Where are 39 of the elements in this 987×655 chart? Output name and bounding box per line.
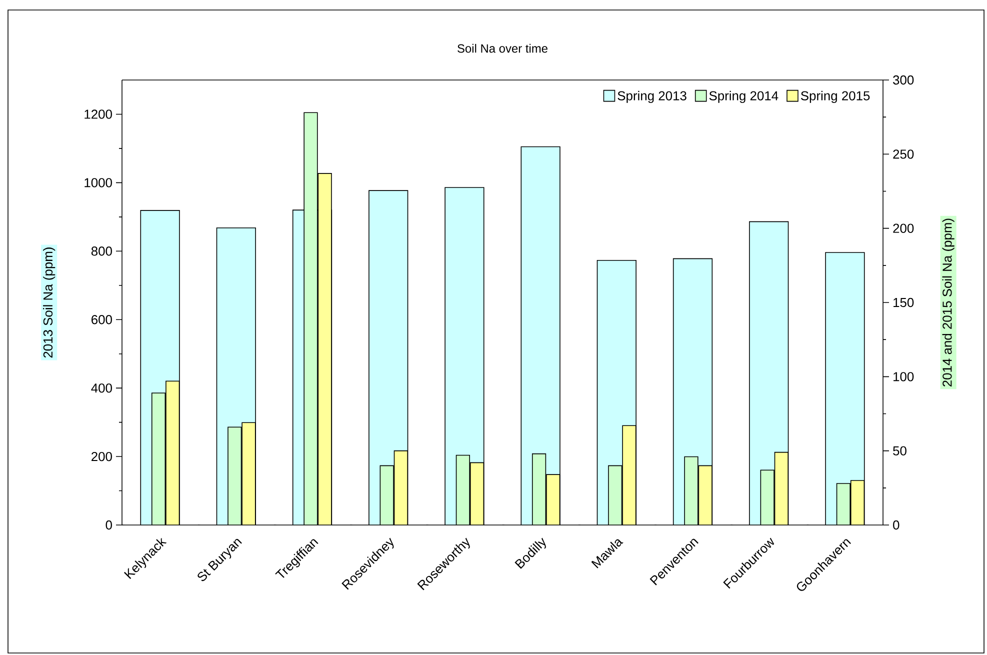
bar: [836, 483, 850, 525]
bar: [608, 466, 622, 525]
y-tick-label: 1200: [84, 110, 112, 119]
bar: [166, 381, 180, 525]
y2-tick-label: 300: [893, 75, 914, 85]
legend-label: Spring 2015: [800, 90, 870, 103]
bar: [228, 427, 242, 525]
bar: [532, 454, 546, 525]
y-axis-title: 2013 Soil Na (ppm): [43, 248, 56, 358]
y2-tick-label: 150: [894, 298, 914, 308]
bar: [152, 392, 166, 525]
y2-tick-label: 250: [893, 150, 914, 159]
y-tick-label: 1000: [84, 178, 112, 188]
legend-label: Spring 2013: [618, 90, 686, 103]
y-tick-label: 800: [91, 246, 112, 256]
bar: [394, 450, 408, 525]
bar: [850, 480, 865, 525]
bar: [546, 474, 560, 525]
legend-label: Spring 2014: [709, 90, 778, 103]
y-tick-label: 600: [92, 315, 112, 324]
y2-tick-label: 200: [893, 224, 914, 233]
y-tick-label: 200: [92, 452, 112, 462]
bar: [456, 455, 470, 525]
y2-tick-label: 50: [893, 446, 906, 456]
bar: [622, 426, 636, 525]
bar: [470, 462, 484, 525]
bar: [380, 466, 394, 525]
y-tick-label: 0: [106, 520, 112, 530]
bar: [825, 252, 865, 525]
y2-tick-label: 100: [894, 372, 914, 382]
bar: [760, 470, 774, 525]
y2-axis-title: 2014 and 2015 Soil Na (ppm): [942, 218, 954, 386]
bar: [774, 452, 788, 525]
y2-tick-label: 0: [893, 520, 900, 530]
bar: [242, 422, 256, 525]
y-tick-label: 400: [91, 383, 112, 393]
chart-title: Soil Na over time: [458, 44, 548, 53]
bar: [684, 456, 698, 525]
bar: [698, 466, 712, 525]
